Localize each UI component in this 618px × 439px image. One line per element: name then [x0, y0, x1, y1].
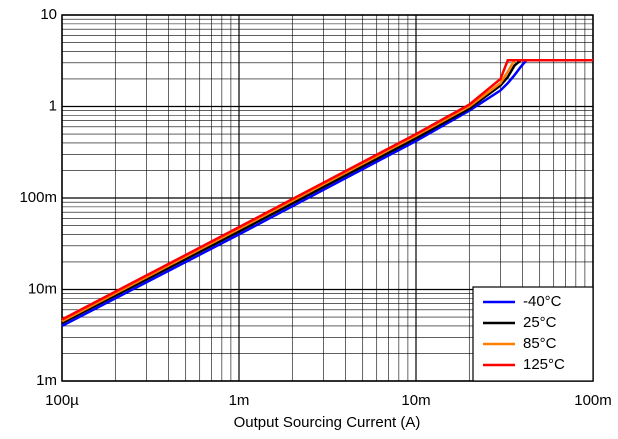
x-axis-label: Output Sourcing Current (A) [234, 414, 421, 431]
legend-label: -40°C [523, 293, 562, 310]
legend-label: 85°C [523, 335, 557, 352]
x-tick-label: 1m [229, 392, 250, 409]
legend-label: 25°C [523, 314, 557, 331]
legend-label: 125°C [523, 356, 565, 373]
series-line [61, 59, 593, 328]
y-tick-label: 1 [49, 97, 57, 114]
x-tick-label: 100m [574, 392, 612, 409]
y-tick-label: 10 [40, 6, 57, 23]
series-line [61, 59, 593, 321]
x-tick-label: 100µ [45, 392, 79, 409]
y-tick-label: 100m [19, 189, 57, 206]
x-tick-label: 10m [401, 392, 430, 409]
plot-frame [61, 14, 594, 382]
y-tick-label: 1m [36, 372, 57, 389]
y-tick-label: 10m [28, 280, 57, 297]
